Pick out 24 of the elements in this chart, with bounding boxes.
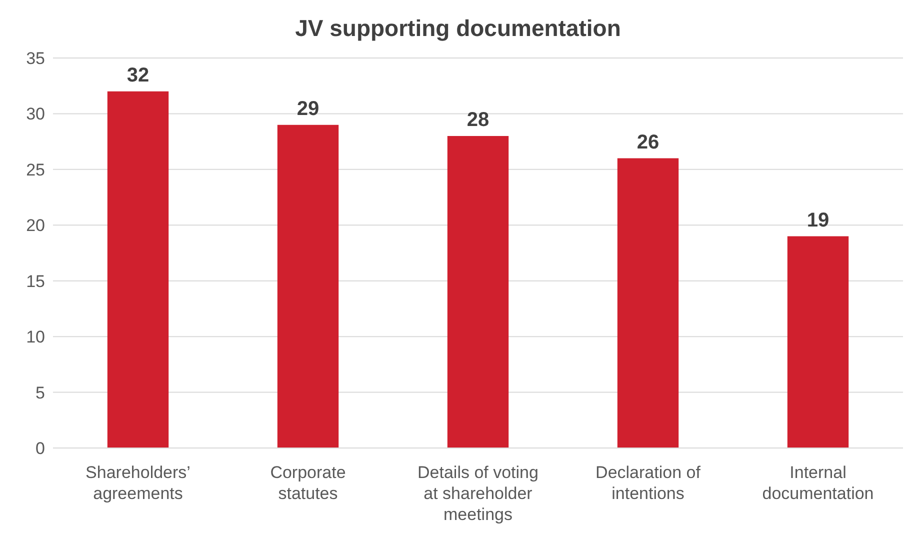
x-tick-label: Declaration of intentions: [596, 463, 701, 503]
y-tick-label: 25: [26, 160, 45, 180]
data-label: 26: [636, 131, 660, 154]
data-label: 29: [296, 98, 320, 120]
y-tick-label: 10: [26, 328, 45, 347]
y-tick-label: 30: [26, 104, 45, 124]
y-tick-label: 15: [26, 272, 45, 291]
y-tick-label: 20: [26, 216, 45, 236]
x-tick-label: Details of voting at shareholder meetings: [418, 463, 538, 524]
y-tick-label: 35: [26, 49, 45, 68]
bar: [787, 236, 849, 448]
bar: [447, 136, 509, 448]
y-tick-label: 5: [36, 383, 45, 402]
data-label: 19: [806, 209, 830, 232]
y-tick-label: 0: [36, 439, 45, 458]
bar: [107, 91, 169, 448]
x-tick-label: Shareholders’ agreements: [86, 463, 190, 503]
x-tick-label: Internal documentation: [762, 463, 874, 503]
chart-title: JV supporting documentation: [294, 14, 622, 43]
bar: [617, 158, 679, 448]
data-label: 28: [466, 109, 490, 131]
data-label: 32: [126, 64, 150, 86]
x-tick-label: Corporate statutes: [270, 463, 346, 503]
bar: [277, 124, 339, 448]
